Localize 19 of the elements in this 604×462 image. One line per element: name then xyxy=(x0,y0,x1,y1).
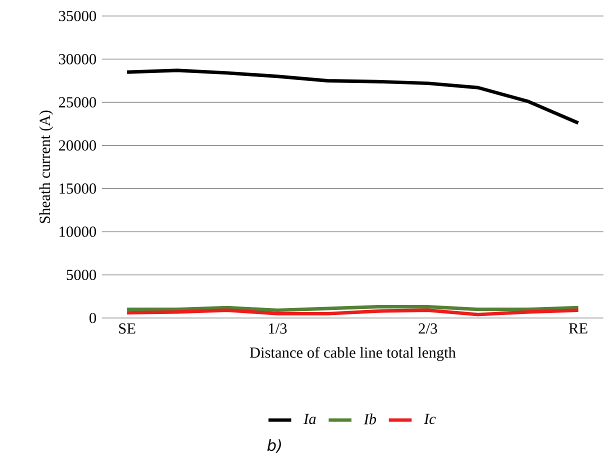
x-axis-title: Distance of cable line total length xyxy=(250,346,456,361)
x-tick-label: RE xyxy=(568,323,588,334)
y-axis-title: Sheath current (A) xyxy=(39,110,54,224)
y-tick-label: 35000 xyxy=(59,10,96,22)
y-tick-label: 5000 xyxy=(66,270,96,280)
y-tick-label: 20000 xyxy=(58,140,96,151)
legend-label: Ic xyxy=(424,414,436,424)
legend-label: Ib xyxy=(364,414,376,424)
text: b) xyxy=(267,439,281,453)
x-tick-label: SE xyxy=(119,323,136,334)
y-tick-label: 30000 xyxy=(59,54,96,64)
x-tick-label: 2/3 xyxy=(418,323,438,334)
x-tick-label: 1/3 xyxy=(269,323,287,334)
legend-label: Ia xyxy=(304,414,316,424)
y-tick-label: 25000 xyxy=(58,97,96,108)
y-tick-label: 15000 xyxy=(60,183,96,194)
y-tick-label: 10000 xyxy=(60,226,96,237)
line-series xyxy=(125,68,580,125)
y-tick-label: 0 xyxy=(90,312,96,324)
